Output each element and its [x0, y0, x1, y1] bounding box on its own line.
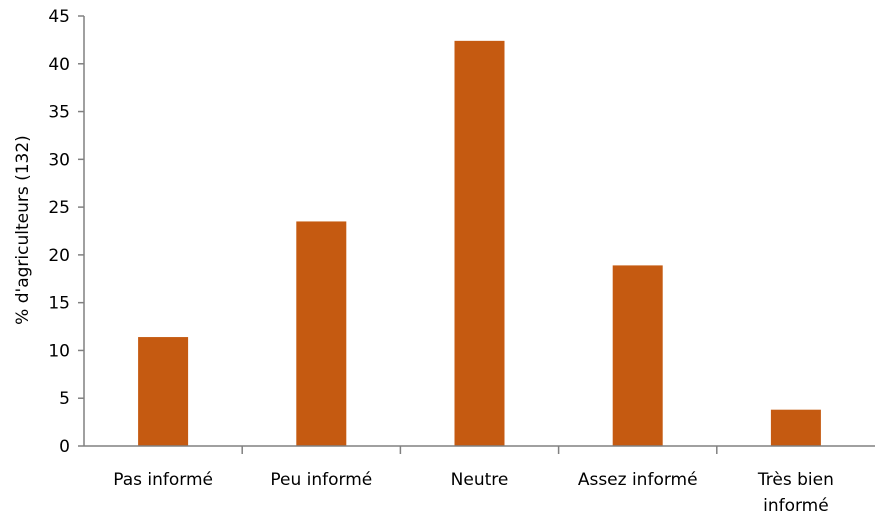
- bar: [770, 409, 821, 446]
- y-tick-label: 20: [48, 246, 70, 266]
- x-tick-label: Pas informé: [113, 470, 213, 490]
- bars: [138, 40, 821, 446]
- x-tick-label-line: Neutre: [451, 470, 509, 490]
- y-tick-label: 10: [48, 341, 70, 361]
- x-tick-label: Neutre: [451, 470, 509, 490]
- y-axis-title: % d'agriculteurs (132): [13, 135, 33, 325]
- axes: [83, 16, 875, 454]
- x-tick-label: Assez informé: [578, 470, 698, 490]
- x-tick-label: Peu informé: [270, 470, 372, 490]
- x-tick-label: Très bien informé: [757, 470, 834, 516]
- bar: [296, 221, 347, 446]
- bar: [454, 40, 505, 446]
- y-tick-label: 5: [59, 389, 70, 409]
- x-tick-label-line: Très bien: [757, 470, 834, 490]
- bar: [138, 337, 189, 446]
- y-tick-label: 40: [48, 55, 70, 75]
- y-tick-label: 25: [48, 198, 70, 218]
- x-tick-label-line: Peu informé: [270, 470, 372, 490]
- y-tick-label: 15: [48, 294, 70, 314]
- bar: [612, 265, 663, 446]
- x-tick-label-line: Pas informé: [113, 470, 213, 490]
- y-tick-label: 45: [48, 7, 70, 27]
- x-axis-labels: Pas informé Peu informé Neutre Assez inform…: [113, 470, 834, 516]
- x-tick-label-line: Assez informé: [578, 470, 698, 490]
- y-axis-ticks: 0 5 10 15 20 25 30 35 40 45: [48, 7, 84, 457]
- y-tick-label: 0: [59, 437, 70, 457]
- y-tick-label: 35: [48, 103, 70, 123]
- x-tick-label-line: informé: [763, 496, 829, 516]
- y-tick-label: 30: [48, 150, 70, 170]
